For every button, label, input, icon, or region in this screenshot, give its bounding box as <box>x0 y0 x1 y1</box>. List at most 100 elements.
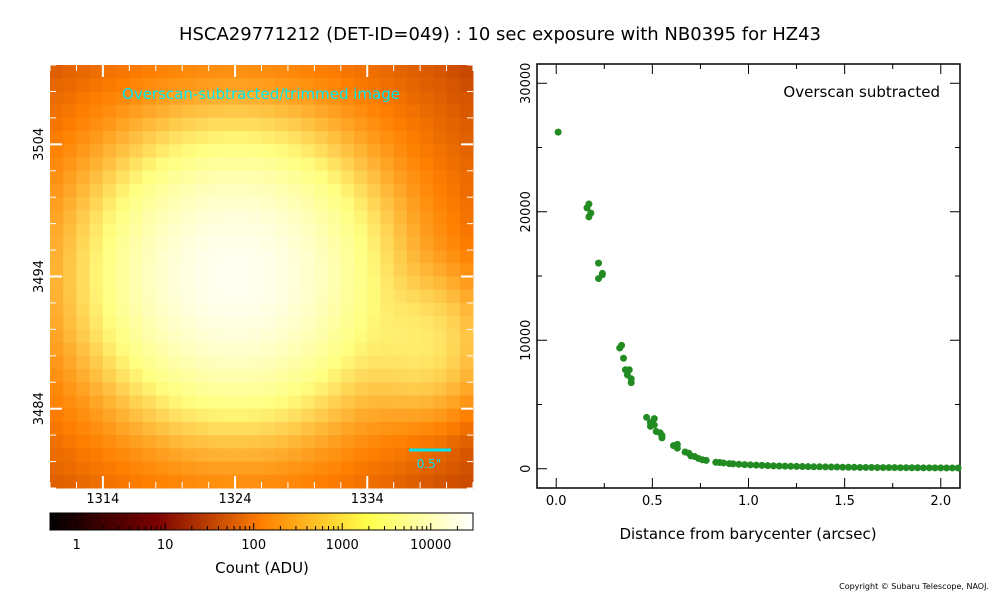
heatmap-cell <box>208 316 223 330</box>
scatter-point <box>925 464 933 472</box>
heatmap-x-tick-label: 1334 <box>351 492 384 507</box>
heatmap-cell <box>261 144 276 159</box>
heatmap-cell <box>354 183 368 198</box>
heatmap-cell <box>380 250 395 264</box>
heatmap-cell <box>89 117 104 132</box>
heatmap-cell <box>195 289 210 304</box>
heatmap-cell <box>142 329 157 344</box>
heatmap-cell <box>63 210 77 225</box>
heatmap-cell <box>116 421 130 436</box>
heatmap-cell <box>420 104 434 119</box>
heatmap-cell <box>50 197 64 211</box>
heatmap-cell <box>208 223 223 238</box>
scatter-point <box>787 462 795 470</box>
heatmap-cell <box>354 117 368 132</box>
heatmap-cell <box>446 78 461 92</box>
heatmap-cell <box>340 382 355 396</box>
heatmap-cell <box>50 421 64 436</box>
heatmap-cell <box>354 369 368 383</box>
heatmap-cell <box>287 302 302 317</box>
heatmap-cell <box>208 170 223 185</box>
heatmap-cell <box>116 342 130 357</box>
heatmap-cell <box>168 131 183 145</box>
heatmap-cell <box>261 329 276 344</box>
heatmap-cell <box>248 355 262 370</box>
heatmap-cell <box>354 197 368 211</box>
heatmap-cell <box>155 289 170 304</box>
heatmap-cell <box>155 369 170 383</box>
heatmap-cell <box>446 289 461 304</box>
heatmap-cell <box>248 474 262 489</box>
heatmap-cell <box>367 408 381 423</box>
heatmap-cell <box>287 369 302 383</box>
heatmap-cell <box>155 183 170 198</box>
heatmap-cell <box>459 435 474 449</box>
heatmap-cell <box>287 157 302 172</box>
heatmap-cell <box>354 263 368 277</box>
heatmap-cell <box>116 461 130 476</box>
heatmap-cell <box>142 263 157 277</box>
heatmap-cell <box>50 183 64 198</box>
heatmap-cell <box>393 104 408 119</box>
heatmap-cell <box>182 263 196 277</box>
heatmap-cell <box>314 289 329 304</box>
heatmap-cell <box>102 421 117 436</box>
heatmap-cell <box>116 302 130 317</box>
heatmap-cell <box>301 421 315 436</box>
scatter-point <box>827 463 835 471</box>
scale-bar-label: 0.5" <box>417 457 442 471</box>
heatmap-cell <box>102 104 117 119</box>
heatmap-cell <box>433 250 448 264</box>
heatmap-cell <box>261 223 276 238</box>
heatmap-cell <box>420 131 434 145</box>
heatmap-cell <box>446 355 461 370</box>
heatmap-cell <box>208 289 223 304</box>
heatmap-cell <box>221 395 236 410</box>
heatmap-cell <box>354 210 368 225</box>
heatmap-cell <box>50 316 64 330</box>
heatmap-cell <box>287 395 302 410</box>
heatmap-cell <box>327 355 342 370</box>
heatmap-cell <box>314 65 329 79</box>
heatmap-cell <box>50 395 64 410</box>
heatmap-cell <box>168 382 183 396</box>
heatmap-cell <box>380 329 395 344</box>
heatmap-cell <box>63 421 77 436</box>
heatmap-cell <box>89 197 104 211</box>
heatmap-cell <box>89 236 104 251</box>
page-title: HSCA29771212 (DET-ID=049) : 10 sec expos… <box>178 24 822 45</box>
heatmap-cell <box>142 408 157 423</box>
heatmap-cell <box>459 369 474 383</box>
heatmap-cell <box>314 236 329 251</box>
heatmap-cell <box>50 435 64 449</box>
heatmap-cell <box>287 65 302 79</box>
heatmap-cell <box>195 78 210 92</box>
heatmap-cell <box>261 302 276 317</box>
heatmap-cell <box>116 435 130 449</box>
heatmap-cell <box>433 342 448 357</box>
heatmap-cell <box>287 210 302 225</box>
scatter-point <box>862 463 870 471</box>
heatmap-cell <box>168 78 183 92</box>
heatmap-cell <box>63 461 77 476</box>
heatmap-cell <box>340 474 355 489</box>
heatmap-cell <box>182 91 196 106</box>
heatmap-cell <box>155 276 170 291</box>
heatmap-cell <box>433 91 448 106</box>
heatmap-cell <box>433 144 448 159</box>
heatmap-cell <box>235 289 249 304</box>
heatmap-cell <box>235 236 249 251</box>
heatmap-cell <box>274 302 289 317</box>
heatmap-cell <box>393 236 408 251</box>
heatmap-cell <box>340 210 355 225</box>
heatmap-cell <box>287 78 302 92</box>
heatmap-cell <box>367 382 381 396</box>
heatmap-cell <box>129 65 144 79</box>
scatter-point <box>839 463 847 471</box>
heatmap-cell <box>182 117 196 132</box>
scatter-x-tick-label: 2.0 <box>930 494 951 509</box>
heatmap-cell <box>248 342 262 357</box>
heatmap-cell <box>102 342 117 357</box>
heatmap-cell <box>459 197 474 211</box>
heatmap-cell <box>235 395 249 410</box>
